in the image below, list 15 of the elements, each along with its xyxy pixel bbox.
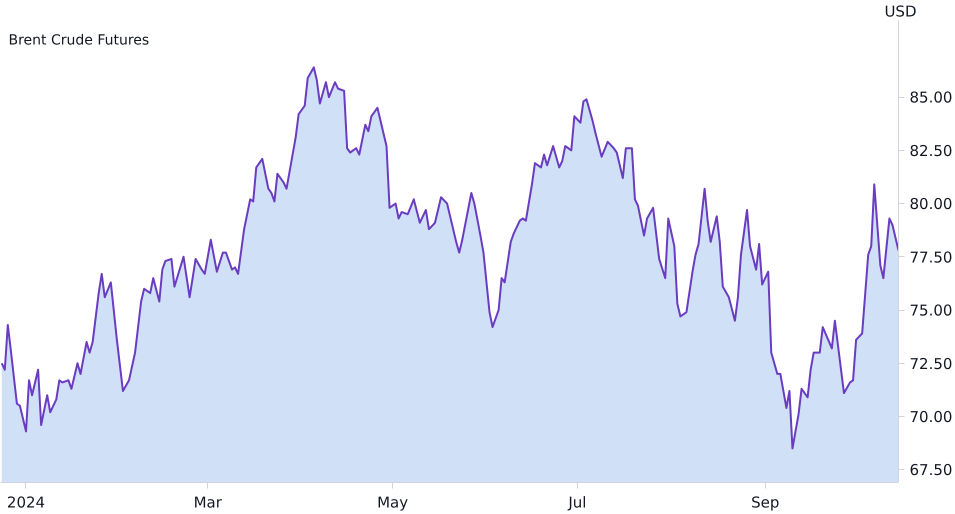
y-tick-label: 70.00 <box>910 408 952 426</box>
y-axis-title: USD <box>884 2 917 20</box>
x-tick-label: May <box>377 494 408 512</box>
y-tick-label: 72.50 <box>910 354 952 373</box>
y-tick-label: 77.50 <box>910 248 952 266</box>
y-tick-label: 67.50 <box>910 461 952 480</box>
x-tick-label: 2024 <box>6 494 46 512</box>
x-tick-label: Jul <box>567 494 586 512</box>
x-tick-label: Mar <box>194 494 223 512</box>
y-tick-label: 85.00 <box>910 88 952 107</box>
y-tick-label: 80.00 <box>910 195 952 214</box>
x-tick-label: Sep <box>751 494 780 512</box>
y-tick-label: 82.50 <box>910 142 952 160</box>
text: Brent Crude Futures <box>8 32 150 48</box>
y-tick-label: 75.00 <box>910 302 952 320</box>
